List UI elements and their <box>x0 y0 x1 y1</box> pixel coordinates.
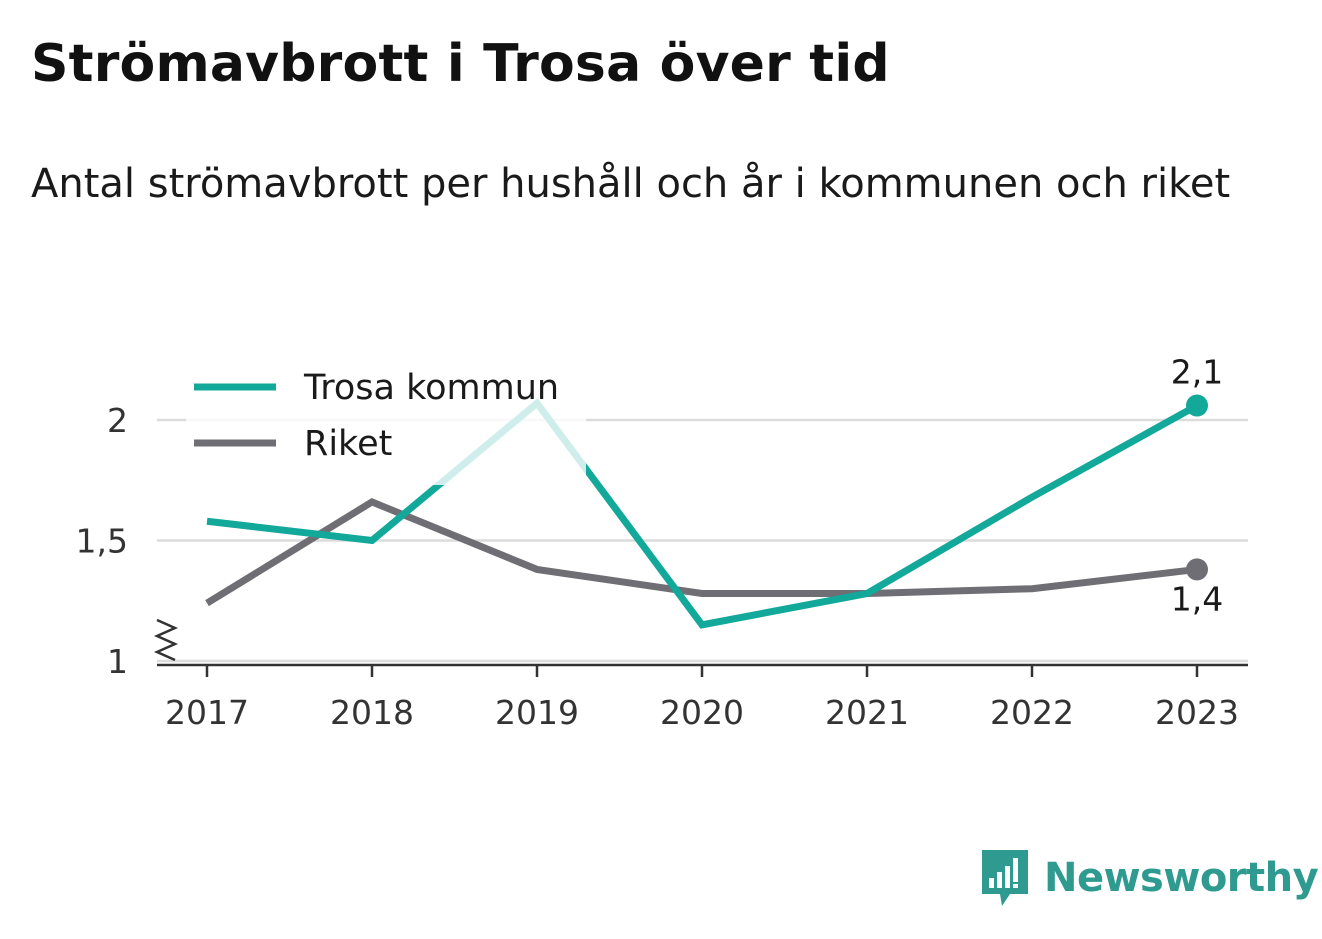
x-tick-label: 2019 <box>495 693 579 732</box>
end-value-label: 2,1 <box>1171 353 1223 392</box>
x-tick-label: 2017 <box>165 693 249 732</box>
end-point-marker <box>1186 394 1208 417</box>
legend-label: Trosa kommun <box>303 368 559 408</box>
x-tick-label: 2018 <box>330 693 414 732</box>
x-tick-label: 2020 <box>660 693 744 732</box>
legend: Trosa kommun Riket <box>186 355 586 485</box>
x-tick-label: 2023 <box>1155 693 1239 732</box>
y-tick-label: 1,5 <box>76 522 128 561</box>
end-point-marker <box>1186 558 1208 581</box>
newsworthy-logo-icon <box>982 850 1028 906</box>
newsworthy-logo: Newsworthy <box>980 848 1319 908</box>
series-lines <box>205 398 1199 629</box>
chart-subtitle: Antal strömavbrott per hushåll och år i … <box>31 161 1231 207</box>
x-tick-label: 2021 <box>825 693 909 732</box>
data-labels: 2,1 1,4 <box>1171 353 1223 619</box>
legend-label: Riket <box>304 424 392 464</box>
y-tick-label: 2 <box>107 401 128 440</box>
chart-title: Strömavbrott i Trosa över tid <box>31 34 890 94</box>
axes: 1 1,5 2 2017 2018 2019 2020 2021 2022 2023 <box>76 401 1248 732</box>
x-tick-label: 2022 <box>990 693 1074 732</box>
end-value-label: 1,4 <box>1171 579 1223 618</box>
y-tick-label: 1 <box>107 642 128 681</box>
series-line <box>206 398 1199 629</box>
axis-break-icon <box>153 618 179 662</box>
brand-name: Newsworthy <box>1044 855 1319 901</box>
series-line <box>205 498 1198 607</box>
legend-background <box>186 355 586 485</box>
